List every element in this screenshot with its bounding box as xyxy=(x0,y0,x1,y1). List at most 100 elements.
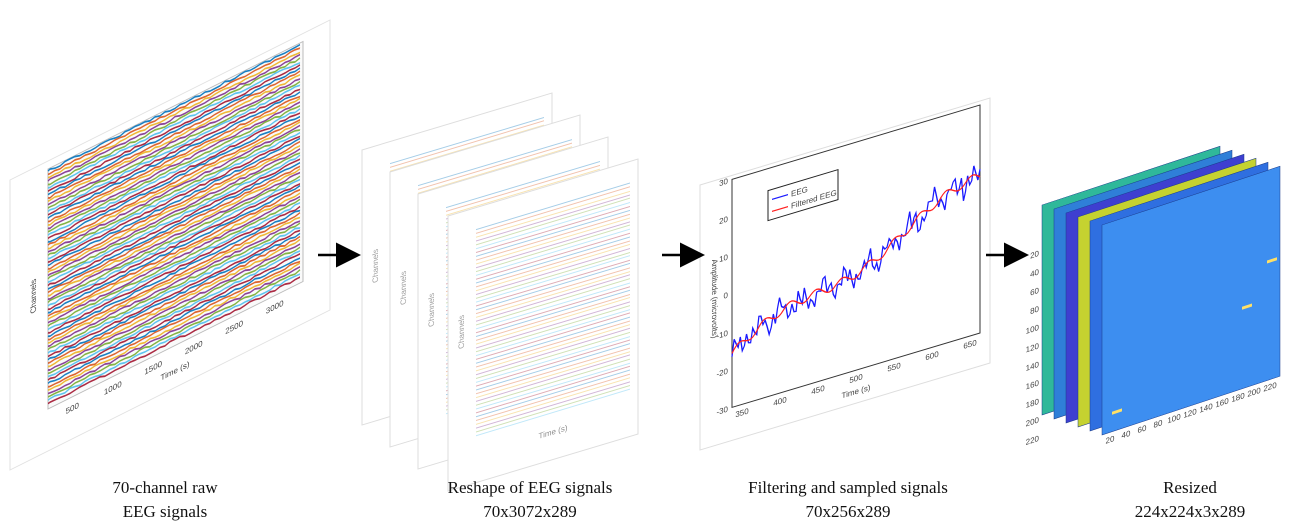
channel-trace xyxy=(475,373,631,422)
x-tick-label: 550 xyxy=(887,361,901,374)
channel-trace xyxy=(47,273,301,401)
channel-trace xyxy=(47,101,300,230)
channel-trace xyxy=(475,316,631,364)
channel-trace xyxy=(475,331,631,380)
x-tick-label: 500 xyxy=(849,372,863,385)
caption: 224x224x3x289 xyxy=(1135,502,1246,521)
channel-trace xyxy=(475,339,631,387)
channel-trace xyxy=(475,286,631,334)
eeg-trace xyxy=(731,165,981,357)
x-tick-label: 400 xyxy=(773,395,787,408)
channel-trace xyxy=(475,347,631,395)
sheet-group: Time (s)Channels xyxy=(447,158,639,492)
y-tick-label: 10 xyxy=(719,253,728,265)
channel-trace xyxy=(47,119,300,246)
channel-trace xyxy=(47,262,301,392)
y-tick-label: 40 xyxy=(1030,267,1039,279)
channel-trace xyxy=(47,112,301,240)
channel-trace xyxy=(475,324,631,372)
sheet xyxy=(447,158,639,492)
y-tick-label: 80 xyxy=(1030,304,1039,316)
y-axis-label: Channels xyxy=(371,248,380,284)
channel-trace xyxy=(47,158,301,287)
channel-trace xyxy=(475,369,631,418)
channel-trace xyxy=(47,227,301,354)
channel-trace xyxy=(47,222,301,351)
channel-trace xyxy=(475,267,631,315)
x-tick-label: 60 xyxy=(1138,423,1147,435)
channel-trace xyxy=(389,124,545,172)
channel-trace xyxy=(475,206,631,254)
x-tick-label: 650 xyxy=(963,338,977,351)
channel-trace xyxy=(475,248,631,296)
channel-trace xyxy=(475,365,631,414)
x-tick-label: 600 xyxy=(925,349,939,362)
channel-trace xyxy=(47,154,301,284)
channel-trace xyxy=(47,95,301,223)
y-tick-label: 160 xyxy=(1026,378,1040,391)
x-tick-label: 20 xyxy=(1106,434,1115,446)
channel-trace xyxy=(47,43,301,172)
channel-trace xyxy=(47,209,301,338)
channel-trace xyxy=(47,47,301,176)
channel-trace xyxy=(47,260,301,388)
y-tick-label: 140 xyxy=(1026,360,1040,373)
channel-trace xyxy=(47,216,301,344)
channel-trace xyxy=(475,297,631,345)
channel-trace xyxy=(47,148,301,277)
caption: Reshape of EEG signals xyxy=(448,478,613,497)
channel-trace xyxy=(475,282,631,330)
channel-trace xyxy=(47,198,301,327)
channel-trace xyxy=(475,327,631,376)
channel-trace xyxy=(475,312,631,360)
y-axis-label: Channels xyxy=(427,292,436,328)
channel-trace xyxy=(417,142,573,190)
channel-trace xyxy=(475,202,631,250)
channel-trace xyxy=(47,243,301,371)
channel-trace xyxy=(47,253,300,381)
channel-trace xyxy=(475,217,631,265)
channel-trace xyxy=(47,175,301,304)
channel-trace xyxy=(47,144,301,273)
channel-trace xyxy=(47,183,301,311)
channel-trace xyxy=(47,108,301,236)
channel-trace xyxy=(47,257,301,385)
channel-trace xyxy=(475,289,631,338)
channel-trace xyxy=(475,354,631,402)
channel-trace xyxy=(47,250,301,378)
channel-trace xyxy=(417,139,573,187)
y-tick-label: 20 xyxy=(1030,249,1039,261)
channel-trace xyxy=(475,388,631,437)
plot-frame xyxy=(731,104,981,409)
channel-trace xyxy=(47,135,301,263)
channel-trace xyxy=(47,276,301,405)
channel-trace xyxy=(47,105,301,233)
filtered-trace xyxy=(731,174,981,354)
x-tick-label: 160 xyxy=(1215,396,1229,409)
x-tick-label: 350 xyxy=(735,406,749,419)
caption: Filtering and sampled signals xyxy=(748,478,948,497)
x-tick-label: 100 xyxy=(1167,412,1181,425)
channel-trace xyxy=(47,53,301,182)
y-axis-label: Channels xyxy=(28,277,37,315)
x-tick-label: 120 xyxy=(1183,407,1197,420)
channel-trace xyxy=(445,164,601,212)
channel-trace xyxy=(47,64,301,193)
channel-trace xyxy=(47,131,301,260)
channel-trace xyxy=(475,182,631,231)
x-tick-label: 220 xyxy=(1263,380,1277,393)
channel-trace xyxy=(475,209,631,257)
x-tick-label: 180 xyxy=(1231,391,1245,404)
resized-panel: 20 40 60 80 100 120 140 160 180 200 22020406080100… xyxy=(1026,145,1281,447)
channel-trace xyxy=(475,274,631,322)
channel-trace xyxy=(47,265,301,395)
channel-trace xyxy=(475,294,631,341)
channel-trace xyxy=(475,221,631,269)
y-tick-label: 0 xyxy=(724,291,729,301)
x-tick-label: 40 xyxy=(1122,429,1131,441)
channel-trace xyxy=(47,140,301,270)
channel-trace xyxy=(47,178,301,307)
channel-trace xyxy=(389,120,545,168)
